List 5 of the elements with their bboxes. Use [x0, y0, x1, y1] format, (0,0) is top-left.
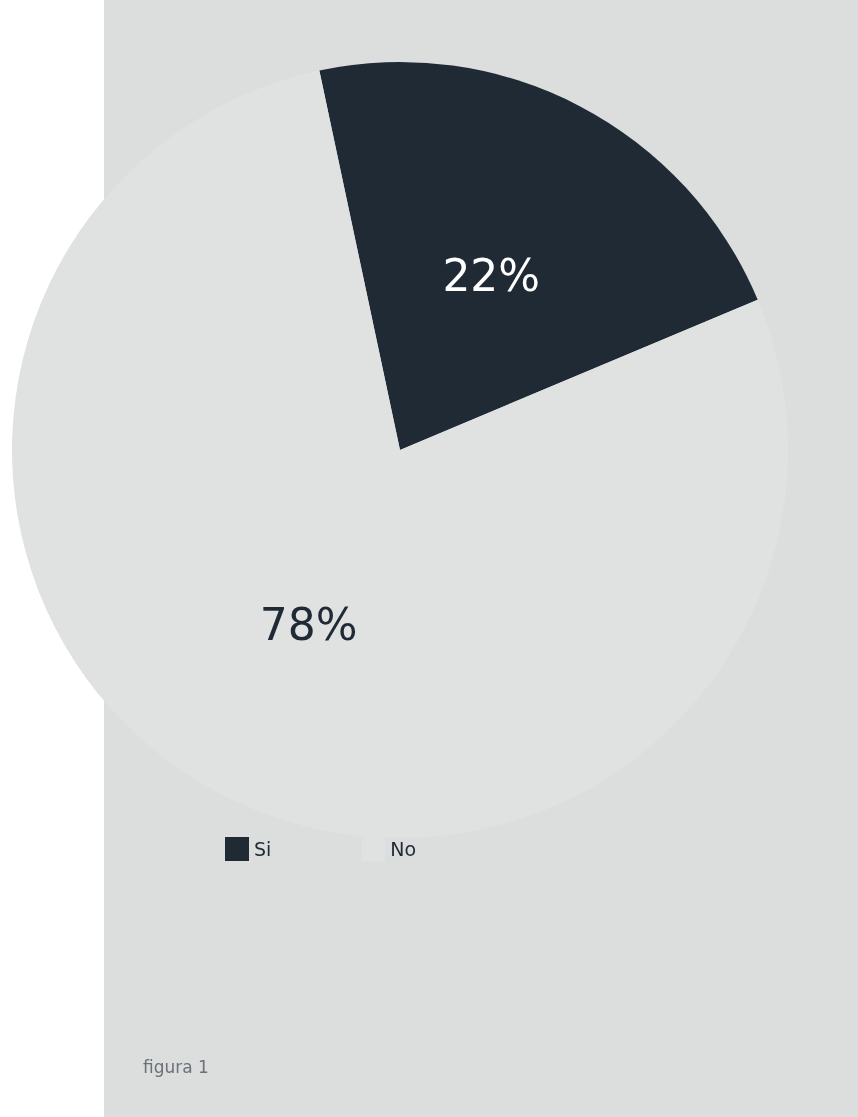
slice-label: No [390, 838, 417, 860]
text: figura 1 [143, 1057, 209, 1077]
data-label: 22% [442, 249, 541, 301]
data-label: 78% [259, 599, 358, 651]
legend-label: Si [254, 838, 272, 860]
